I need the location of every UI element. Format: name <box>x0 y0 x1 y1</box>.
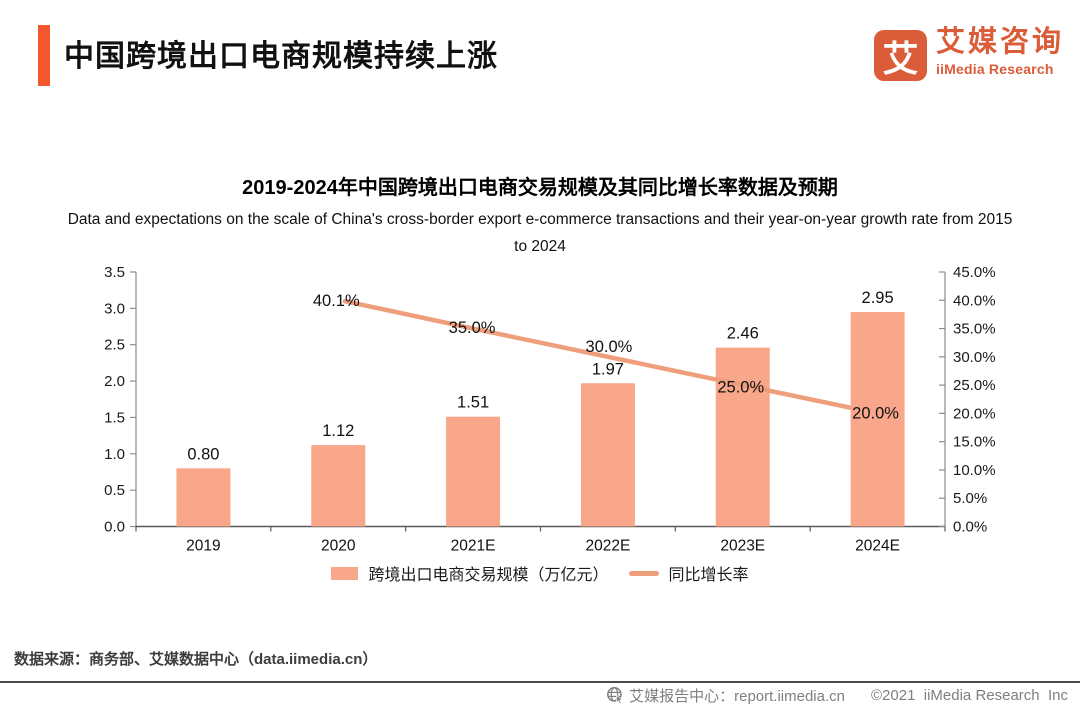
report-center-text: 艾媒报告中心：report.iimedia.cn <box>629 687 845 705</box>
growth-line <box>342 298 852 410</box>
category-label: 2020 <box>321 538 356 555</box>
right-tick-label: 35.0% <box>953 321 996 338</box>
left-tick-label: 2.5 <box>104 337 125 354</box>
left-tick-label: 0.0 <box>104 519 125 536</box>
bar <box>176 468 231 527</box>
bar <box>311 445 366 527</box>
bar <box>715 347 770 527</box>
footer-divider <box>0 681 1080 683</box>
bar <box>446 416 501 527</box>
right-tick-label: 45.0% <box>953 264 996 281</box>
chart-subtitle: Data and expectations on the scale of Ch… <box>67 211 1013 255</box>
bar-value-label: 2.95 <box>862 289 894 307</box>
footer: 艾媒报告中心：report.iimedia.cn ©2021 iiMedia R… <box>606 685 1068 705</box>
chart-title: 2019-2024年中国跨境出口电商交易规模及其同比增长率数据及预期 <box>242 177 838 199</box>
page-title: 中国跨境出口电商规模持续上涨 <box>64 40 498 73</box>
bar-value-label: 1.12 <box>322 422 354 440</box>
bar-value-label: 1.51 <box>457 394 489 412</box>
iimedia-logo-text: 艾媒咨询 iiMedia Research <box>935 26 1064 77</box>
right-tick-label: 5.0% <box>953 490 987 507</box>
title-accent-bar <box>38 25 50 86</box>
logo-name-cn: 艾媒咨询 <box>935 26 1064 58</box>
growth-value-label: 25.0% <box>717 378 764 396</box>
bar <box>580 383 635 527</box>
left-tick-label: 2.0 <box>104 373 125 390</box>
legend-line-swatch <box>628 570 659 576</box>
right-tick-label: 25.0% <box>953 377 996 394</box>
category-label: 2024E <box>855 538 900 555</box>
right-tick-label: 40.0% <box>953 292 996 309</box>
left-tick-label: 3.0 <box>104 300 125 317</box>
left-tick-label: 3.5 <box>104 264 125 281</box>
legend-line-label: 同比增长率 <box>668 567 749 584</box>
bar <box>850 311 905 527</box>
category-label: 2019 <box>186 538 220 555</box>
growth-value-label: 40.1% <box>313 292 360 310</box>
bar-value-label: 1.97 <box>592 360 624 378</box>
copyright-text: ©2021 iiMedia Research Inc <box>871 686 1068 704</box>
bar-value-label: 2.46 <box>727 325 759 343</box>
category-label: 2021E <box>451 538 496 555</box>
bar-value-label: 0.80 <box>187 445 219 463</box>
growth-value-label: 20.0% <box>852 405 899 423</box>
right-tick-label: 0.0% <box>953 519 987 536</box>
legend-bar-label: 跨境出口电商交易规模（万亿元） <box>368 567 609 584</box>
globe-cursor-icon <box>607 687 624 704</box>
growth-value-label: 30.0% <box>586 338 633 356</box>
category-label: 2022E <box>586 538 631 555</box>
right-tick-label: 10.0% <box>953 462 996 479</box>
left-tick-label: 1.0 <box>104 446 125 463</box>
growth-value-label: 35.0% <box>449 319 496 337</box>
report-center-link[interactable]: 艾媒报告中心：report.iimedia.cn <box>606 685 845 706</box>
right-tick-label: 30.0% <box>953 349 996 366</box>
data-source-note: 数据来源：商务部、艾媒数据中心（data.iimedia.cn） <box>14 651 378 668</box>
logo-name-en: iiMedia Research <box>935 61 1054 77</box>
left-tick-label: 1.5 <box>104 409 125 426</box>
iimedia-logo: 艾 艾媒咨询 iiMedia Research <box>873 26 1064 81</box>
iimedia-logo-icon: 艾 <box>873 30 927 81</box>
category-label: 2023E <box>720 538 765 555</box>
right-tick-label: 15.0% <box>953 434 996 451</box>
right-tick-label: 20.0% <box>953 405 996 422</box>
legend-bar-swatch <box>331 566 359 580</box>
left-tick-label: 0.5 <box>104 482 125 499</box>
chart-legend: 跨境出口电商交易规模（万亿元） 同比增长率 <box>0 560 1080 586</box>
